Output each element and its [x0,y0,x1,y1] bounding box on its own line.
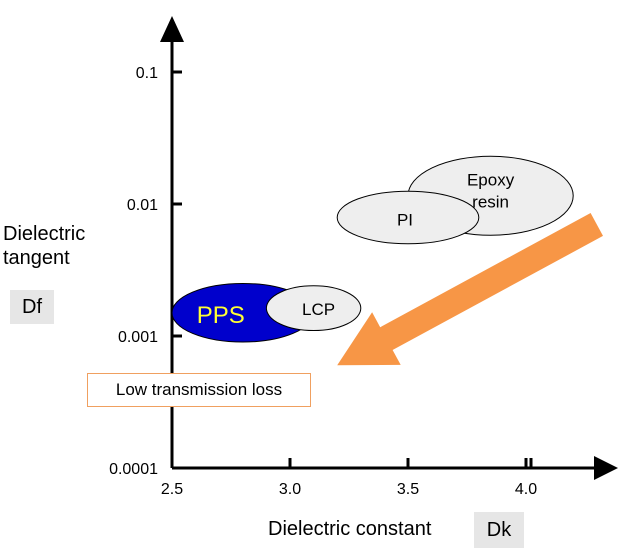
pps-label: PPS [197,302,245,329]
x-tick-label: 2.5 [161,481,183,498]
annotation-callout: Low transmission loss [87,373,311,407]
annotation-arrow [337,213,603,366]
pi-region [336,190,480,245]
y-axis-symbol: Df [10,290,54,324]
lcp-region [265,285,362,332]
x-axis-arrowhead [594,456,618,480]
x-tick-label: 3.5 [397,481,419,498]
pi-label: PI [397,210,413,229]
x-tick-label: 4.0 [515,481,537,498]
epoxy-resin-label: resin [472,193,509,212]
x-tick-label: 3.0 [279,481,301,498]
epoxy-resin-label: Epoxy [467,171,515,190]
y-tick-label: 0.001 [118,329,158,346]
y-tick-label: 0.0001 [109,461,158,478]
x-axis-symbol: Dk [474,512,524,548]
lcp-label: LCP [302,300,335,319]
y-axis-arrowhead [160,16,184,42]
y-tick-label: 0.01 [127,197,158,214]
x-axis-label: Dielectric constant [268,518,432,540]
y-tick-label: 0.1 [136,65,158,82]
y-axis-label: Dielectric tangent [3,223,86,269]
